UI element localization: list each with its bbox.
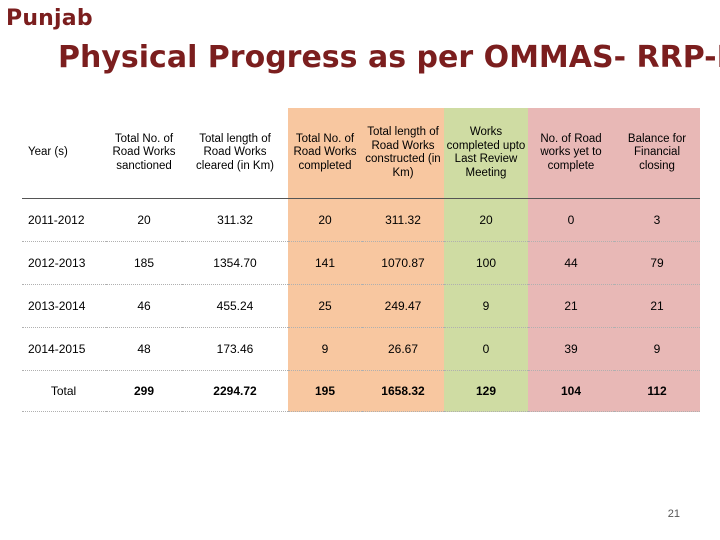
cell-balance-financial-closing: 9 <box>614 327 700 371</box>
cell-length-cleared: 311.32 <box>182 198 288 242</box>
table-row: 2013-2014 46 455.24 25 249.47 9 21 21 <box>22 284 700 328</box>
cell-works-completed: 25 <box>288 284 362 328</box>
cell-works-yet-to-complete: 39 <box>528 327 614 371</box>
cell-length-cleared: 173.46 <box>182 327 288 371</box>
cell-total-balance-financial-closing: 112 <box>614 370 700 412</box>
cell-works-yet-to-complete: 21 <box>528 284 614 328</box>
cell-works-yet-to-complete: 0 <box>528 198 614 242</box>
header-completed-last-review: Works completed upto Last Review Meeting <box>444 108 528 199</box>
cell-length-constructed: 249.47 <box>362 284 444 328</box>
header-balance-financial-closing: Balance for Financial closing <box>614 108 700 199</box>
cell-length-constructed: 311.32 <box>362 198 444 242</box>
cell-length-constructed: 1070.87 <box>362 241 444 285</box>
header-length-cleared: Total length of Road Works cleared (in K… <box>182 108 288 199</box>
cell-balance-financial-closing: 79 <box>614 241 700 285</box>
header-works-completed: Total No. of Road Works completed <box>288 108 362 199</box>
header-works-yet-to-complete: No. of Road works yet to complete <box>528 108 614 199</box>
cell-length-cleared: 455.24 <box>182 284 288 328</box>
cell-works-completed: 141 <box>288 241 362 285</box>
header-works-sanctioned: Total No. of Road Works sanctioned <box>106 108 182 199</box>
cell-works-completed: 9 <box>288 327 362 371</box>
cell-length-constructed: 26.67 <box>362 327 444 371</box>
region-label: Punjab <box>6 6 93 31</box>
table-row: 2011-2012 20 311.32 20 311.32 20 0 3 <box>22 198 700 242</box>
cell-total-works-yet-to-complete: 104 <box>528 370 614 412</box>
cell-year: 2013-2014 <box>22 284 106 328</box>
cell-works-sanctioned: 48 <box>106 327 182 371</box>
page-number: 21 <box>667 508 680 520</box>
cell-completed-last-review: 9 <box>444 284 528 328</box>
table-total-row: Total 299 2294.72 195 1658.32 129 104 11… <box>22 370 700 412</box>
cell-works-sanctioned: 20 <box>106 198 182 242</box>
cell-balance-financial-closing: 21 <box>614 284 700 328</box>
header-year: Year (s) <box>22 108 106 199</box>
cell-length-cleared: 1354.70 <box>182 241 288 285</box>
header-length-constructed: Total length of Road Works constructed (… <box>362 108 444 199</box>
cell-total-works-sanctioned: 299 <box>106 370 182 412</box>
cell-year: 2014-2015 <box>22 327 106 371</box>
table-row: 2014-2015 48 173.46 9 26.67 0 39 9 <box>22 327 700 371</box>
cell-total-completed-last-review: 129 <box>444 370 528 412</box>
cell-total-works-completed: 195 <box>288 370 362 412</box>
cell-balance-financial-closing: 3 <box>614 198 700 242</box>
table-header-row: Year (s) Total No. of Road Works sanctio… <box>22 108 700 199</box>
cell-total-length-constructed: 1658.32 <box>362 370 444 412</box>
cell-works-yet-to-complete: 44 <box>528 241 614 285</box>
cell-completed-last-review: 100 <box>444 241 528 285</box>
slide-title: Physical Progress as per OMMAS- RRP-II <box>58 40 720 75</box>
table-row: 2012-2013 185 1354.70 141 1070.87 100 44… <box>22 241 700 285</box>
cell-total-length-cleared: 2294.72 <box>182 370 288 412</box>
cell-works-sanctioned: 185 <box>106 241 182 285</box>
cell-works-sanctioned: 46 <box>106 284 182 328</box>
progress-table: Year (s) Total No. of Road Works sanctio… <box>22 108 700 412</box>
cell-completed-last-review: 0 <box>444 327 528 371</box>
cell-year: 2011-2012 <box>22 198 106 242</box>
cell-completed-last-review: 20 <box>444 198 528 242</box>
cell-year: 2012-2013 <box>22 241 106 285</box>
cell-works-completed: 20 <box>288 198 362 242</box>
cell-total-label: Total <box>22 370 106 412</box>
